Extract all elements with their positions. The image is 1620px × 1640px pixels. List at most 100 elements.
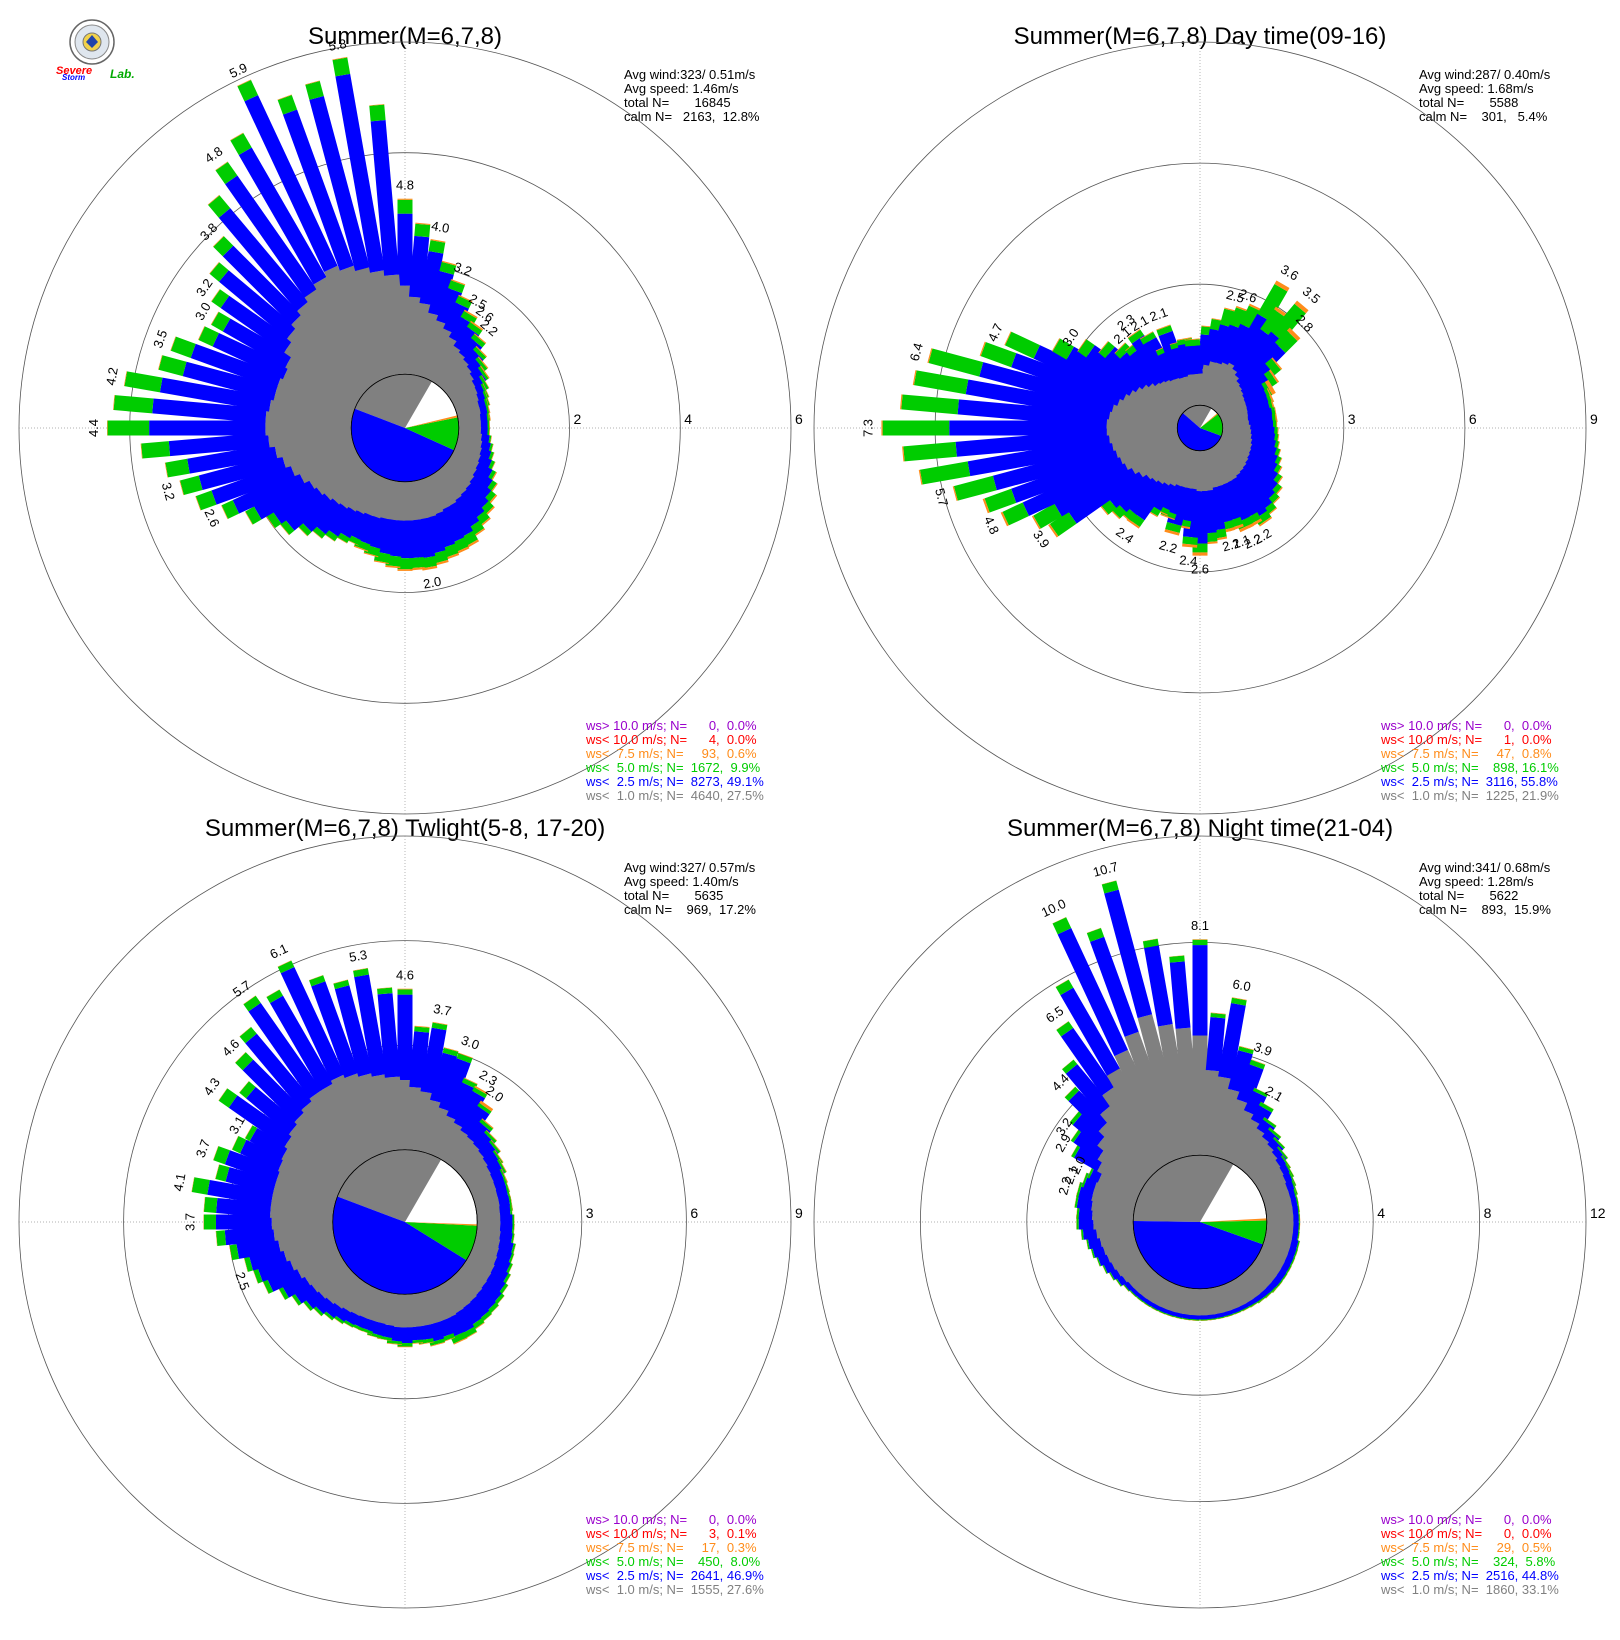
bar-total-label: 3.2 — [193, 276, 216, 299]
direction-bar — [369, 104, 408, 376]
avg-wind-stat: Avg wind:341/ 0.68m/s — [1419, 860, 1551, 875]
bar-total-label: 3.5 — [150, 328, 170, 350]
legend: ws> 10.0 m/s; N= 0, 0.0% ws< 10.0 m/s; N… — [1380, 718, 1559, 803]
bar-segment-orange — [477, 356, 489, 369]
bar-segment-green — [1140, 331, 1157, 345]
bar-segment-green — [191, 1177, 210, 1195]
bar-segment-green — [208, 195, 231, 218]
wind-rose: 4 8 128.16.03.92.12.22.12.02.93.24.46.510.… — [813, 835, 1606, 1609]
ring-tick-label: 6 — [690, 1205, 698, 1221]
bar-segment-orange — [481, 374, 490, 389]
calm-pie-orange — [405, 415, 458, 428]
legend-entry-lt2-5: ws< 2.5 m/s; N= 2641, 46.9% — [585, 1568, 764, 1583]
bar-total-label: 2.4 — [1113, 524, 1136, 547]
bar-segment-blue — [465, 1296, 490, 1321]
bar-segment-orange — [373, 560, 389, 565]
bar-segment-blue — [347, 509, 373, 541]
bar-segment-blue — [1073, 1130, 1107, 1160]
bar-segment-orange — [207, 194, 220, 205]
bar-segment-green — [239, 1081, 256, 1099]
legend: ws> 10.0 m/s; N= 0, 0.0% ws< 10.0 m/s; N… — [585, 1512, 764, 1597]
bar-segment-blue — [1065, 1064, 1112, 1115]
bar-segment-orange — [1210, 1012, 1226, 1015]
bar-segment-green — [277, 1284, 289, 1300]
bar-segment-orange — [243, 995, 256, 1005]
bar-total-label: 3.0 — [459, 1032, 481, 1052]
bar-segment-blue — [232, 469, 305, 514]
direction-bar — [210, 311, 363, 408]
bar-segment-green — [450, 1331, 468, 1344]
bar-total-label: 5.7 — [230, 977, 253, 1000]
bar-total-label: 4.7 — [985, 321, 1006, 344]
bar-segment-blue — [1066, 346, 1137, 396]
bar-segment-orange — [212, 235, 224, 247]
bar-segment-blue — [1033, 345, 1130, 401]
bar-segment-green — [1263, 370, 1278, 387]
bar-segment-blue — [955, 428, 1110, 457]
bar-segment-orange — [198, 326, 205, 340]
bar-total-label: 2.6 — [1191, 562, 1209, 577]
bar-segment-orange — [386, 1342, 402, 1345]
bar-segment-orange — [1242, 1303, 1256, 1312]
bar-segment-green — [429, 1338, 445, 1346]
bar-segment-orange — [881, 420, 883, 436]
calm-circle-outline — [1176, 404, 1224, 452]
legend-entry-gt10: ws> 10.0 m/s; N= 0, 0.0% — [585, 718, 757, 733]
bar-segment-blue — [1057, 928, 1128, 1057]
bar-segment-blue — [149, 420, 266, 436]
bar-segment-green — [245, 1125, 258, 1141]
calm-n-stat: calm N= 2163, 12.8% — [624, 109, 760, 124]
bar-segment-orange — [1250, 1298, 1264, 1308]
bar-segment-orange — [1239, 1045, 1254, 1051]
direction-bar — [234, 1051, 360, 1177]
bar-segment-green — [492, 1150, 504, 1164]
bar-segment-green — [1272, 1136, 1286, 1150]
bar-segment-orange — [363, 552, 379, 558]
bar-segment-green — [1291, 1180, 1298, 1195]
bar-total-label: 4.6 — [396, 968, 414, 983]
bar-segment-green — [1142, 938, 1159, 948]
bar-segment-green — [414, 1026, 430, 1033]
bar-segment-orange — [1031, 515, 1041, 530]
bar-segment-gray — [294, 1111, 360, 1177]
bar-segment-green — [472, 1087, 488, 1099]
bar-segment-orange — [237, 79, 252, 87]
bar-segment-orange — [443, 1047, 459, 1052]
bar-segment-blue — [325, 503, 356, 537]
bar-segment-blue — [1060, 987, 1120, 1076]
calm-pie — [332, 1149, 478, 1295]
bar-segment-orange — [510, 1195, 514, 1211]
bar-segment-blue — [187, 443, 278, 474]
avg-wind-stat: Avg wind:287/ 0.40m/s — [1419, 67, 1551, 82]
bar-segment-green — [203, 1196, 218, 1213]
bar-total-label: 4.8 — [202, 143, 225, 166]
bar-segment-green — [928, 348, 984, 377]
bar-segment-orange — [918, 469, 923, 485]
bar-segment-orange — [385, 565, 401, 569]
bar-total-label: 6.0 — [1232, 976, 1252, 994]
bar-segment-orange — [1169, 955, 1185, 957]
bar-segment-orange — [952, 486, 958, 501]
bar-segment-green — [237, 80, 259, 102]
bar-segment-green — [1128, 329, 1145, 344]
bar-segment-green — [1101, 880, 1119, 894]
bar-segment-green — [439, 261, 457, 275]
calm-circle-outline — [350, 373, 460, 483]
bar-segment-orange — [1164, 529, 1180, 536]
bar-segment-orange — [1269, 394, 1276, 409]
bar-segment-orange — [1086, 927, 1101, 934]
bar-segment-orange — [213, 1146, 219, 1161]
bar-segment-orange — [191, 1177, 195, 1193]
direction-bar — [231, 1135, 343, 1199]
direction-bar — [1204, 997, 1247, 1158]
legend-entry-lt5: ws< 5.0 m/s; N= 324, 5.8% — [1380, 1554, 1556, 1569]
bar-segment-green — [221, 500, 239, 519]
calm-circle-outline — [1132, 1154, 1268, 1290]
bar-segment-blue — [225, 1167, 277, 1195]
bar-total-label: 6.1 — [267, 941, 290, 962]
bar-segment-blue — [458, 1302, 482, 1327]
panel-summer-day: Summer(M=6,7,8) Day time(09-16) Avg wind… — [813, 23, 1598, 815]
bar-segment-orange — [1289, 1171, 1297, 1186]
bar-segment-blue — [292, 1280, 318, 1304]
bar-segment-orange — [1286, 327, 1301, 342]
